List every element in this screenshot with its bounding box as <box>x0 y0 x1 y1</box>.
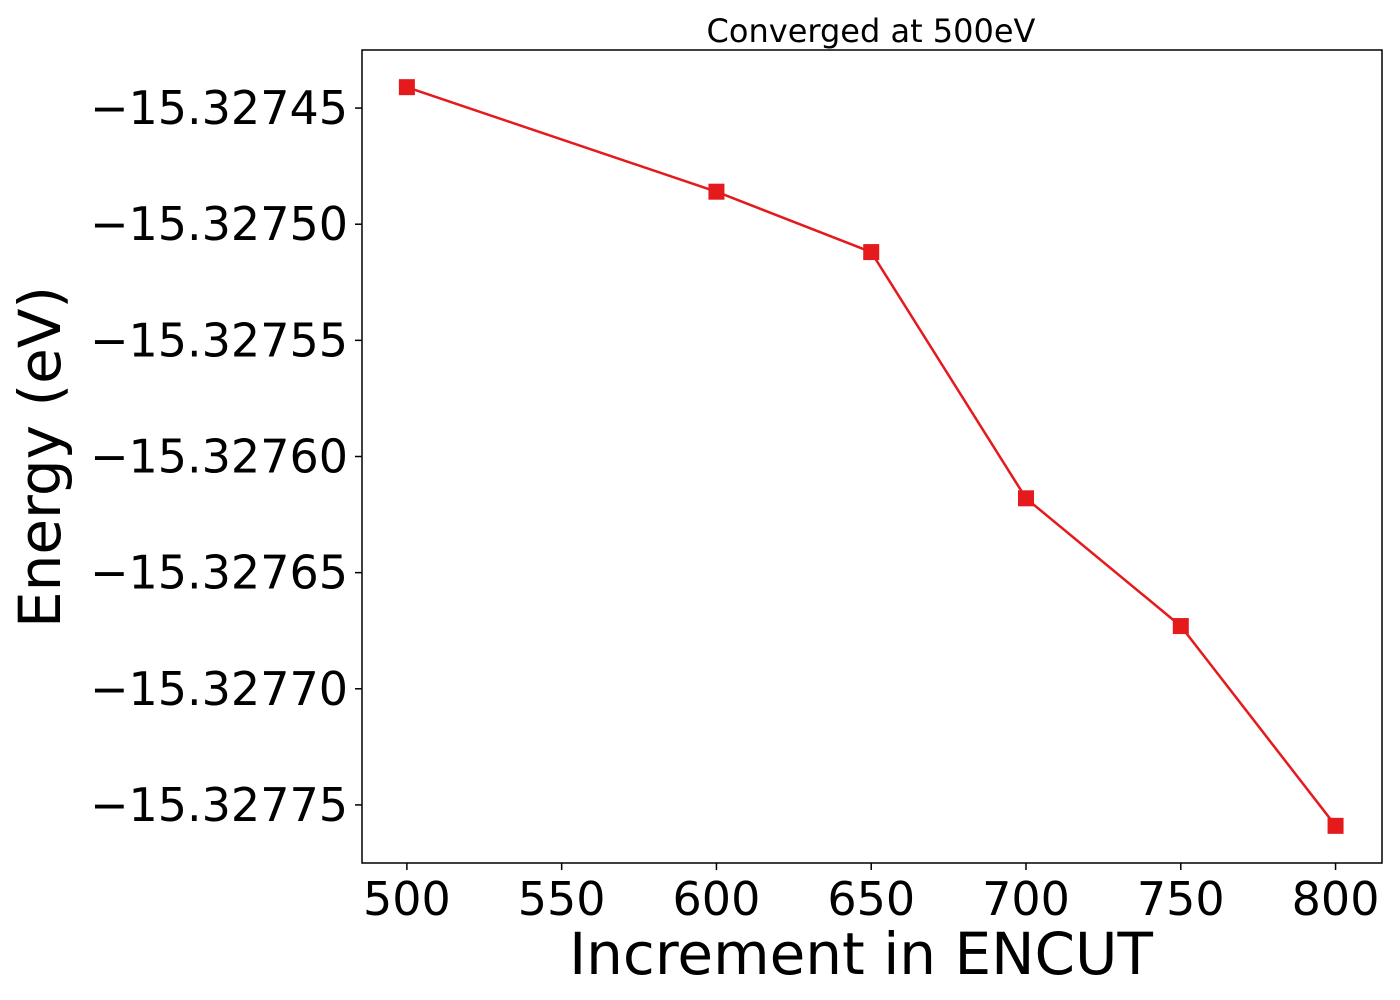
plot-area-frame <box>361 49 1383 864</box>
data-point <box>1172 618 1189 635</box>
x-tick-label: 600 <box>673 872 761 926</box>
x-axis-ticks: 500 550 600 650 700 750 800 <box>363 863 1379 926</box>
x-tick-label: 750 <box>1137 872 1225 926</box>
x-tick-label: 700 <box>982 872 1070 926</box>
y-tick-label: −15.32775 <box>90 778 348 832</box>
data-point <box>863 244 880 261</box>
data-point <box>1327 817 1344 834</box>
y-tick-label: −15.32770 <box>90 662 348 716</box>
y-axis-ticks: −15.32745 −15.32750 −15.32755 −15.32760 −15.… <box>90 81 362 832</box>
chart-title: Converged at 500eV <box>707 12 1036 50</box>
series-line <box>406 86 1337 827</box>
y-tick-label: −15.32745 <box>90 81 348 135</box>
data-point <box>708 183 725 200</box>
series-markers <box>398 79 1344 834</box>
y-tick-label: −15.32765 <box>90 546 348 600</box>
y-tick-label: −15.32755 <box>90 313 348 367</box>
x-tick-label: 650 <box>827 872 915 926</box>
y-tick-label: −15.32760 <box>90 430 348 484</box>
y-tick-label: −15.32750 <box>90 197 348 251</box>
y-axis-label: Energy (eV) <box>6 286 74 628</box>
x-tick-label: 800 <box>1292 872 1380 926</box>
data-point <box>1018 490 1035 507</box>
data-point <box>398 79 415 96</box>
x-axis-label: Increment in ENCUT <box>569 920 1153 988</box>
x-tick-label: 500 <box>363 872 451 926</box>
x-tick-label: 550 <box>518 872 606 926</box>
